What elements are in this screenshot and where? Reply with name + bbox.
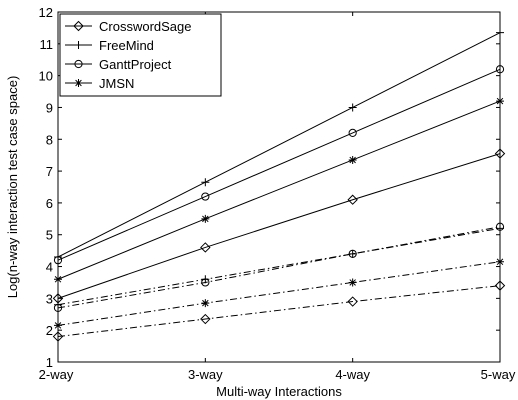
data-point-plus: [496, 28, 504, 37]
series-line-1: [57, 32, 501, 258]
y-tick-label: 9: [46, 100, 53, 115]
legend-marker-diamond: [73, 20, 84, 32]
data-point-circle: [53, 303, 63, 313]
series-layer: [52, 28, 506, 342]
data-point-asterisk: [496, 257, 504, 266]
legend-label: CrosswordSage: [99, 19, 192, 34]
y-tick-label: 3: [46, 291, 53, 306]
series-line-2: [57, 68, 501, 261]
data-point-diamond: [494, 280, 506, 291]
legend-label: FreeMind: [99, 38, 154, 53]
x-tick-label: 2-way: [39, 367, 74, 382]
series-line-0: [57, 153, 501, 299]
legend-box: [59, 13, 222, 97]
data-point-plus: [348, 103, 357, 112]
legend: CrosswordSage FreeMind GanttProject JMSN: [59, 13, 222, 97]
data-point-plus: [201, 178, 210, 187]
legend-marker-asterisk: [74, 79, 83, 87]
data-point-circle: [348, 128, 357, 138]
y-tick-label: 2: [46, 323, 53, 338]
data-point-diamond: [200, 242, 211, 253]
x-tick-label: 5-way: [481, 367, 516, 382]
y-tick-label: 11: [40, 37, 54, 52]
legend-label: JMSN: [99, 76, 134, 91]
legend-marker-circle: [74, 59, 83, 69]
data-point-circle: [53, 256, 63, 265]
data-point-asterisk: [54, 275, 62, 284]
series-line-7: [57, 261, 501, 326]
y-tick-label: 10: [39, 69, 53, 84]
data-point-diamond: [347, 296, 358, 307]
series-line-6: [57, 226, 501, 309]
data-point-asterisk: [201, 214, 210, 223]
y-tick-label: 5: [46, 228, 53, 243]
data-point-asterisk: [348, 155, 357, 164]
x-tick-label: 4-way: [335, 367, 370, 382]
legend-marker-plus: [74, 41, 83, 49]
data-point-circle: [495, 65, 505, 74]
data-point-plus: [348, 249, 357, 258]
series-line-5: [57, 227, 501, 306]
data-point-asterisk: [496, 97, 504, 106]
y-tick-label: 1: [46, 355, 53, 370]
data-point-plus: [496, 224, 504, 233]
series-line-3: [57, 100, 501, 280]
data-point-circle: [495, 222, 505, 231]
y-axis-label: Log(n-way interaction test case space): [5, 76, 20, 299]
y-tick-label: 6: [46, 196, 53, 211]
y-tick-label: 8: [46, 132, 53, 147]
data-point-circle: [348, 249, 357, 258]
x-tick-label: 3-way: [188, 367, 223, 382]
data-point-diamond: [52, 331, 64, 342]
data-point-diamond: [347, 194, 358, 205]
y-tick-label: 7: [46, 164, 53, 179]
data-point-asterisk: [54, 321, 62, 330]
data-point-asterisk: [201, 299, 210, 308]
legend-label: GanttProject: [99, 57, 172, 72]
x-axis-label: Multi-way Interactions: [216, 384, 342, 399]
data-point-diamond: [200, 313, 211, 325]
x-axis: 2-way 3-way 4-way 5-way: [39, 12, 516, 382]
data-point-asterisk: [348, 278, 357, 287]
series-line-4: [57, 285, 501, 338]
y-tick-label: 4: [46, 260, 53, 275]
data-point-circle: [201, 192, 210, 201]
data-point-diamond: [494, 148, 506, 159]
y-tick-label: 12: [39, 5, 53, 20]
data-point-circle: [201, 278, 210, 287]
